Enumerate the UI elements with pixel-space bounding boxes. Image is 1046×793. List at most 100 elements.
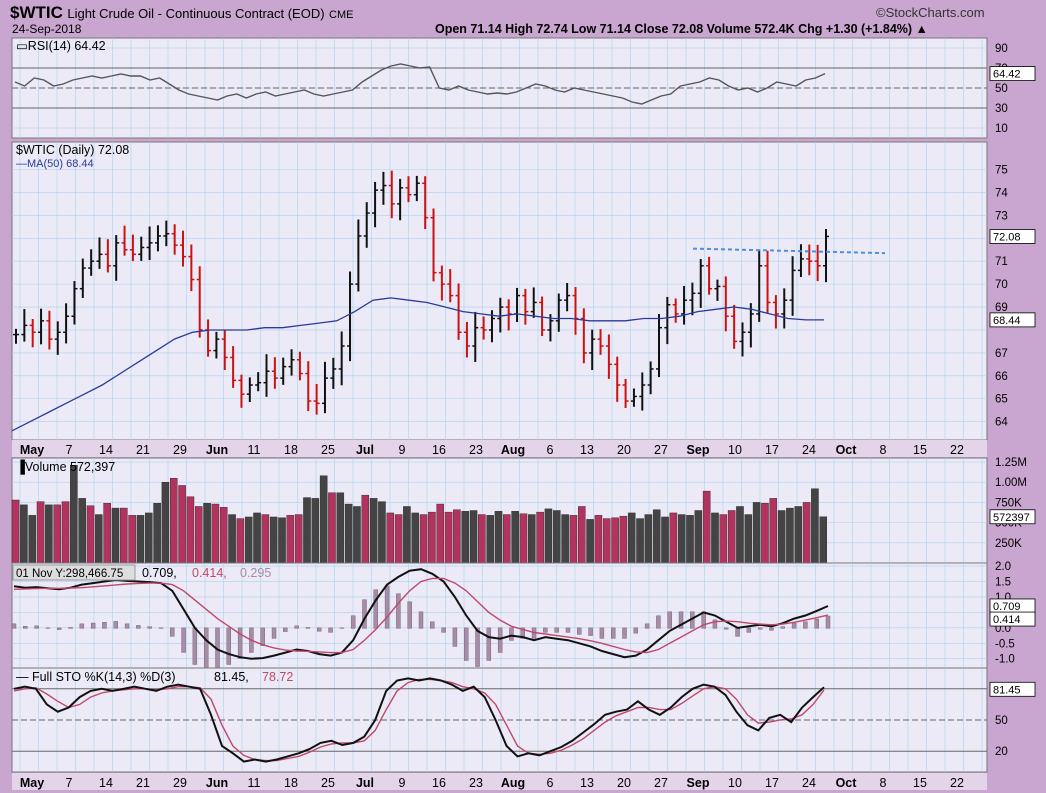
macd-histogram-bar bbox=[373, 589, 378, 629]
volume-bar bbox=[236, 518, 245, 564]
x-axis-top-tick-label: Oct bbox=[836, 443, 858, 457]
volume-tick-label: 1.00M bbox=[995, 477, 1027, 489]
macd-histogram-bar bbox=[724, 627, 729, 630]
volume-bar bbox=[11, 499, 20, 564]
macd-histogram-bar bbox=[418, 611, 424, 629]
volume-bar bbox=[777, 510, 786, 564]
volume-bar bbox=[802, 502, 811, 564]
volume-bar bbox=[752, 502, 761, 564]
volume-bar bbox=[686, 515, 694, 564]
stochastic-last-value: 81.45 bbox=[993, 684, 1021, 696]
volume-bar bbox=[636, 518, 644, 564]
volume-bar bbox=[328, 492, 336, 564]
macd-histogram-bar bbox=[554, 627, 559, 633]
volume-bar bbox=[569, 515, 578, 564]
x-axis-top-tick-label: 11 bbox=[248, 443, 261, 457]
volume-bar bbox=[652, 509, 661, 564]
volume-bar bbox=[45, 504, 53, 564]
volume-tick-label: 1.25M bbox=[995, 457, 1027, 469]
macd-title-prefix: 01 Nov Y:298,466.75 bbox=[16, 568, 123, 580]
volume-bar bbox=[811, 488, 819, 564]
rsi-line bbox=[14, 63, 826, 105]
volume-bar bbox=[361, 494, 370, 564]
price-tick-label: 70 bbox=[995, 279, 1008, 291]
x-axis-top-band bbox=[12, 440, 987, 457]
volume-bar bbox=[711, 512, 719, 564]
stochastic-tick-label: 50 bbox=[995, 715, 1008, 727]
volume-bar bbox=[20, 504, 28, 564]
macd-tick-label: -0.5 bbox=[995, 638, 1015, 650]
macd-histogram-bar bbox=[362, 599, 367, 629]
rsi-tick-label: 90 bbox=[995, 43, 1008, 55]
brand-label: ©StockCharts.com bbox=[876, 5, 985, 20]
macd-histogram-bar bbox=[475, 627, 480, 667]
volume-bar bbox=[461, 511, 469, 564]
volume-bar bbox=[528, 514, 536, 564]
macd-histogram-bar bbox=[441, 627, 446, 633]
x-axis-top-tick-label: 25 bbox=[321, 443, 335, 457]
volume-bar bbox=[677, 514, 686, 564]
x-axis-bottom-tick-label: Oct bbox=[836, 776, 858, 790]
volume-bar bbox=[727, 510, 736, 564]
rsi-tick-label: 50 bbox=[995, 83, 1008, 95]
x-axis-bottom-tick-label: 16 bbox=[432, 776, 446, 790]
price-tick-label: 64 bbox=[995, 417, 1008, 429]
price-tick-label: 71 bbox=[995, 256, 1008, 268]
macd-histogram-bar bbox=[644, 623, 650, 629]
x-axis-top-tick-label: 6 bbox=[547, 443, 554, 457]
volume-bar bbox=[378, 501, 386, 564]
macd-histogram-bar bbox=[34, 625, 39, 629]
macd-histogram-bar bbox=[599, 627, 605, 639]
macd-histogram-bar bbox=[271, 627, 277, 639]
macd-signal-line bbox=[13, 577, 829, 654]
volume-tick-label: 750K bbox=[995, 497, 1022, 509]
rsi-title: ▭RSI(14) 64.42 bbox=[16, 39, 106, 53]
stochastic-tick-label: 20 bbox=[995, 746, 1008, 758]
x-axis-bottom-tick-label: Sep bbox=[687, 776, 710, 790]
volume-bar bbox=[244, 516, 253, 564]
volume-bar bbox=[386, 512, 395, 564]
volume-bar bbox=[744, 514, 753, 564]
x-axis-top-tick-label: 22 bbox=[950, 443, 964, 457]
price-tick-label: 67 bbox=[995, 348, 1008, 360]
volume-bar bbox=[145, 512, 153, 564]
volume-bar bbox=[61, 501, 70, 564]
ma50-last-value: 68.44 bbox=[993, 315, 1021, 327]
volume-bar bbox=[669, 512, 678, 564]
macd-histogram-bar bbox=[814, 618, 819, 629]
x-axis-bottom-tick-label: 29 bbox=[173, 776, 187, 790]
x-axis-bottom-tick-label: Jun bbox=[206, 776, 228, 790]
volume-last-value-box bbox=[989, 509, 1036, 525]
x-axis-top-tick-label: 8 bbox=[880, 443, 887, 457]
volume-bar bbox=[786, 507, 794, 564]
macd-histogram-bar bbox=[136, 625, 141, 629]
x-axis-bottom-tick-label: 24 bbox=[802, 776, 816, 790]
x-axis-top-tick-label: 7 bbox=[66, 443, 73, 457]
rsi-tick-label: 30 bbox=[995, 103, 1008, 115]
volume-bar bbox=[278, 517, 286, 564]
volume-title: ▐Volume 572,397 bbox=[16, 459, 115, 475]
volume-bar bbox=[561, 514, 569, 564]
volume-bar bbox=[128, 515, 136, 564]
volume-bar bbox=[211, 503, 220, 564]
x-axis-bottom-tick-label: 17 bbox=[765, 776, 779, 790]
macd-histogram-bar bbox=[791, 622, 797, 629]
price-tick-label: 69 bbox=[995, 302, 1008, 314]
price-plot-area bbox=[11, 141, 988, 441]
volume-bar bbox=[553, 510, 561, 564]
volume-bar bbox=[644, 514, 653, 564]
x-axis-bottom-tick-label: 7 bbox=[66, 776, 73, 790]
x-axis-top-tick-label: 13 bbox=[580, 443, 594, 457]
price-tick-label: 75 bbox=[995, 165, 1008, 177]
price-tick-label: 66 bbox=[995, 371, 1008, 383]
volume-bar bbox=[369, 498, 378, 564]
macd-histogram-bar bbox=[656, 615, 661, 629]
macd-histogram-bar bbox=[780, 626, 785, 629]
volume-bar bbox=[419, 514, 428, 564]
x-axis-top-tick-label: Sep bbox=[687, 443, 710, 457]
x-axis-bottom-tick-label: 20 bbox=[617, 776, 631, 790]
volume-bar bbox=[702, 490, 711, 564]
macd-histogram-bar bbox=[260, 627, 265, 646]
x-axis-top-tick-label: 17 bbox=[765, 443, 779, 457]
macd-histogram-bar bbox=[746, 627, 752, 633]
